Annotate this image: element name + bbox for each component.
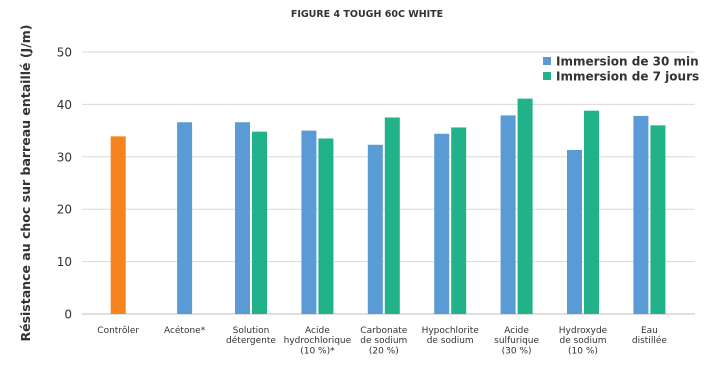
- bar-control: [110, 136, 126, 314]
- bar-immersion-7-jours: [650, 125, 666, 314]
- y-tick-label: 10: [57, 255, 72, 269]
- bar-immersion-7-jours: [451, 127, 467, 315]
- x-category-label: Carbonate de sodium (20 %): [360, 326, 407, 356]
- y-tick-label: 50: [57, 46, 72, 60]
- chart-title: FIGURE 4 TOUGH 60C WHITE: [291, 9, 443, 20]
- bar-immersion-7-jours: [584, 110, 599, 314]
- legend-swatch: [543, 72, 551, 80]
- x-category-label-line: Eau: [641, 326, 658, 336]
- y-axis-ticks: 0 10 20 30 40 50: [57, 46, 72, 322]
- bar-immersion-30-min: [633, 115, 649, 314]
- x-category-label-line: de sodium: [560, 336, 607, 346]
- bar-immersion-7-jours: [318, 138, 334, 314]
- x-category-label-line: Solution: [233, 326, 270, 336]
- legend-swatch: [543, 57, 551, 65]
- x-category-label: Acétone*: [164, 325, 206, 336]
- x-axis-category-labels: Contrôler Acétone* Solution détergente Acide…: [97, 325, 667, 356]
- x-category-label-line: Carbonate: [360, 326, 407, 336]
- x-category-label-line: détergente: [226, 335, 276, 346]
- x-category-label-line: sulfurique: [494, 336, 539, 346]
- x-category-label-line: hydrochlorique: [284, 336, 352, 346]
- y-tick-label: 30: [57, 150, 72, 164]
- x-category-label: Hypochlorite de sodium: [422, 326, 480, 346]
- x-category-label-line: (20 %): [369, 346, 399, 356]
- x-category-label: Acide hydrochlorique (10 %)*: [284, 326, 352, 356]
- x-category-label-line: Hydroxyde: [559, 326, 608, 336]
- bar-immersion-30-min: [500, 115, 516, 315]
- x-category-label-line: Acétone*: [164, 325, 206, 336]
- x-category-label-line: Contrôler: [97, 325, 139, 336]
- x-category-label: Solution détergente: [226, 326, 276, 346]
- x-category-label-line: de sodium: [360, 336, 407, 346]
- x-category-label: Acide sulfurique (30 %): [494, 326, 539, 356]
- bar-immersion-30-min: [301, 130, 317, 314]
- bar-immersion-7-jours: [517, 98, 533, 314]
- x-category-label: Contrôler: [97, 325, 139, 336]
- x-category-label-line: Hypochlorite: [422, 326, 480, 336]
- y-axis-label: Résistance au choc sur barreau entaillé …: [18, 24, 33, 341]
- x-category-label: Hydroxyde de sodium (10 %): [559, 326, 608, 356]
- legend-label: Immersion de 30 min: [556, 55, 699, 69]
- x-category-label-line: Acide: [504, 326, 529, 336]
- bar-immersion-30-min: [567, 149, 582, 314]
- x-category-label-line: Acide: [305, 326, 330, 336]
- x-category-label-line: distillée: [632, 335, 667, 346]
- x-category-label-line: (30 %): [502, 346, 532, 356]
- x-category-label-line: (10 %): [568, 346, 598, 356]
- y-tick-label: 20: [57, 203, 72, 217]
- bars: [110, 98, 666, 315]
- legend-label: Immersion de 7 jours: [556, 70, 699, 84]
- x-category-label-line: de sodium: [427, 336, 474, 346]
- y-tick-label: 40: [57, 98, 72, 112]
- bar-immersion-30-min: [434, 133, 450, 314]
- bar-immersion-30-min: [235, 122, 250, 314]
- bar-immersion-30-min: [367, 144, 383, 314]
- y-tick-label: 0: [64, 308, 72, 322]
- x-category-label-line: (10 %)*: [300, 346, 335, 356]
- bar-immersion-30-min: [177, 122, 193, 314]
- bar-immersion-7-jours: [384, 117, 400, 314]
- bar-immersion-7-jours: [252, 131, 267, 314]
- x-category-label: Eau distillée: [632, 326, 667, 346]
